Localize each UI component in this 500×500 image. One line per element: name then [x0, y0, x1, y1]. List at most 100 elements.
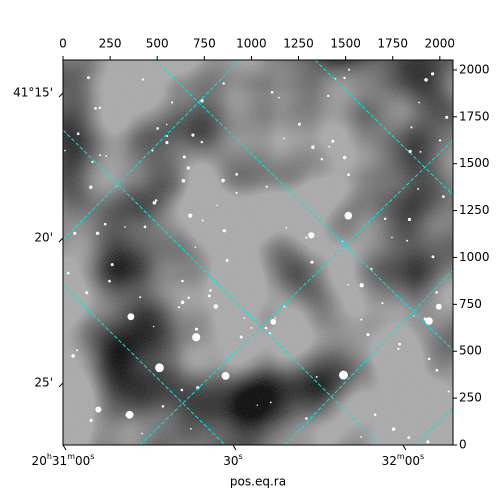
star: [308, 232, 315, 239]
star: [196, 386, 200, 390]
x-tick-label: 1500: [330, 37, 361, 51]
star: [407, 217, 412, 222]
star: [221, 178, 225, 183]
star: [383, 217, 387, 221]
x-tick-label: 1750: [377, 37, 408, 51]
y-tick-label: 1250: [459, 203, 490, 217]
star: [189, 428, 192, 430]
y-tick-label: 2000: [459, 62, 490, 76]
star: [235, 173, 239, 176]
dec-tick: [58, 92, 64, 98]
star: [192, 333, 201, 342]
dec-tick: [58, 382, 64, 388]
star: [268, 332, 271, 335]
star: [76, 349, 79, 352]
star: [73, 231, 77, 235]
star: [297, 122, 301, 126]
star: [156, 127, 159, 130]
ra-tick: [232, 444, 237, 451]
star: [285, 226, 288, 229]
star: [331, 139, 335, 143]
star: [342, 155, 347, 160]
star: [270, 318, 277, 325]
star: [256, 404, 258, 406]
star: [94, 106, 97, 110]
star: [360, 436, 363, 438]
star: [235, 191, 238, 194]
star: [398, 342, 402, 346]
star: [152, 200, 157, 205]
star: [139, 296, 142, 299]
image-grain: [63, 60, 453, 445]
star: [413, 315, 415, 317]
star: [209, 289, 212, 292]
x-tick-label: 1250: [283, 37, 314, 51]
grid-line-ra: [63, 129, 381, 445]
star: [391, 236, 393, 239]
ra-tick-label: 32m00s: [382, 452, 425, 468]
star: [269, 401, 272, 404]
x-tick-label: 500: [146, 37, 169, 51]
star: [418, 101, 420, 104]
star: [180, 300, 185, 305]
axes-frame: [62, 59, 454, 446]
star: [85, 291, 89, 295]
star: [186, 166, 191, 170]
star: [445, 115, 449, 119]
grid-line-dec: [63, 60, 241, 241]
star: [426, 440, 430, 444]
y-tick-label: 500: [459, 344, 482, 358]
dec-tick-label: 20': [34, 230, 53, 244]
star: [165, 140, 169, 145]
star: [270, 91, 274, 94]
star: [425, 317, 433, 325]
star: [347, 283, 350, 286]
star: [391, 427, 396, 431]
star: [360, 318, 363, 321]
star: [326, 94, 330, 98]
star: [239, 335, 243, 339]
star: [194, 246, 197, 248]
star: [347, 68, 351, 71]
grid-line-ra: [154, 60, 453, 351]
star: [305, 417, 308, 420]
star: [435, 303, 442, 310]
grid-line-ra: [63, 284, 226, 445]
star: [208, 294, 211, 298]
star: [397, 347, 400, 350]
star: [105, 155, 107, 157]
star: [283, 305, 286, 308]
ra-tick-label: 20h31m00s: [32, 452, 95, 468]
star: [328, 145, 331, 148]
star: [187, 296, 190, 300]
star: [305, 236, 308, 239]
grid-line-dec: [284, 269, 453, 445]
star: [373, 413, 377, 416]
star: [108, 279, 111, 283]
star: [141, 432, 143, 435]
star: [339, 370, 348, 380]
y-tick-label: 0: [459, 438, 467, 452]
x-tick-label: 1000: [236, 37, 267, 51]
grid-line-ra: [314, 60, 453, 196]
star: [124, 226, 126, 228]
star: [430, 72, 435, 76]
dec-tick: [58, 237, 64, 243]
star: [177, 306, 180, 309]
star: [424, 78, 428, 82]
star: [410, 126, 413, 129]
star: [191, 133, 195, 137]
star: [152, 325, 155, 328]
star: [89, 418, 93, 422]
x-tick-label: 0: [59, 37, 67, 51]
star: [154, 199, 158, 202]
star: [359, 283, 364, 288]
star: [344, 211, 353, 220]
star: [125, 413, 129, 417]
star: [310, 260, 314, 264]
star: [98, 106, 102, 110]
ra-tick: [402, 444, 407, 451]
star: [143, 225, 147, 229]
star: [125, 410, 134, 419]
